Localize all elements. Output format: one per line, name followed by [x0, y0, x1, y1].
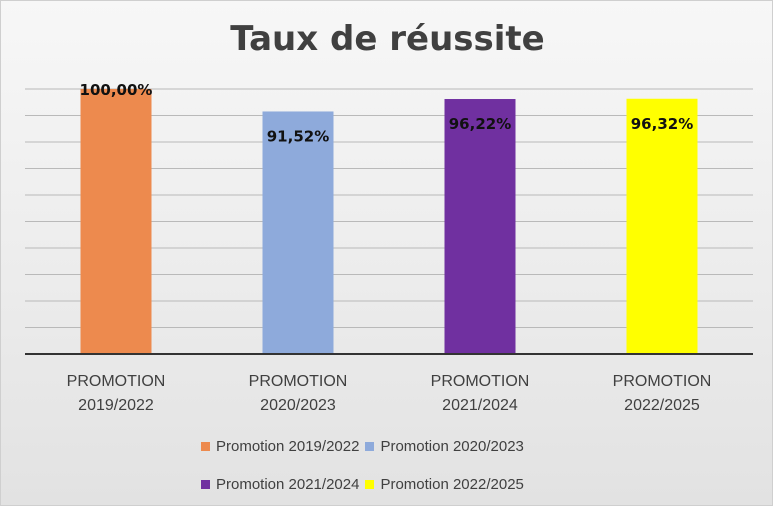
legend-item: Promotion 2019/2022: [201, 438, 359, 455]
legend-label: Promotion 2021/2024: [216, 475, 360, 493]
x-tick-label: PROMOTION: [431, 373, 530, 390]
legend-label: Promotion 2019/2022: [216, 437, 360, 455]
bar: [626, 98, 698, 354]
bar: [444, 99, 516, 354]
legend-item: Promotion 2020/2023: [365, 437, 524, 455]
legend-swatch: [365, 479, 375, 489]
data-label: 96,22%: [449, 115, 511, 133]
legend-swatch: [201, 441, 210, 451]
x-tick-label: PROMOTION: [249, 373, 348, 390]
legend: Promotion 2019/2022 Promotion 2020/2023 …: [201, 427, 601, 503]
legend-swatch: [201, 479, 210, 489]
legend-row: Promotion 2019/2022 Promotion 2020/2023: [201, 427, 601, 465]
legend-label: Promotion 2020/2023: [380, 437, 524, 455]
x-tick-label: 2021/2024: [442, 397, 518, 414]
x-tick-label: 2022/2025: [624, 397, 700, 414]
x-tick-label: 2020/2023: [260, 397, 336, 414]
data-label: 96,32%: [631, 115, 693, 133]
bar: [262, 111, 334, 354]
x-tick-label: PROMOTION: [613, 373, 712, 390]
data-label: 100,00%: [80, 81, 153, 99]
legend-swatch: [365, 441, 375, 451]
data-label: 91,52%: [267, 127, 329, 145]
x-tick-label: PROMOTION: [67, 373, 166, 390]
legend-item: Promotion 2021/2024: [201, 476, 359, 493]
chart-title: Taux de réussite: [230, 19, 545, 59]
x-tick-label: 2019/2022: [78, 397, 154, 414]
legend-item: Promotion 2022/2025: [365, 475, 524, 493]
legend-row: Promotion 2021/2024 Promotion 2022/2025: [201, 465, 601, 503]
bar: [80, 89, 152, 354]
legend-label: Promotion 2022/2025: [380, 475, 524, 493]
